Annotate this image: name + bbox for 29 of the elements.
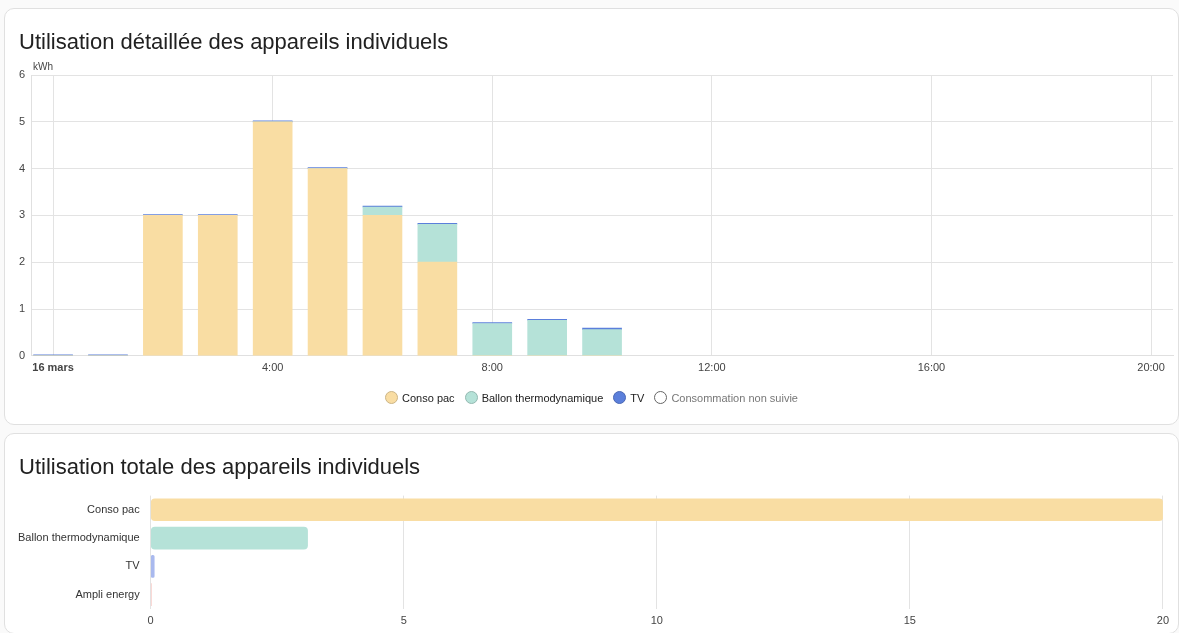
y-tick-label: Ampli energy [75, 587, 141, 600]
x-tick-label: 10 [650, 614, 663, 627]
x-tick-label: 12:00 [698, 361, 726, 374]
x-tick-label: 0 [147, 614, 154, 627]
y-tick-label: 4 [18, 161, 26, 174]
y-tick-label: 3 [18, 208, 26, 221]
legend-label: Consommation non suivie [671, 391, 798, 404]
x-tick-label: 20:00 [1137, 361, 1165, 374]
x-tick-label: 8:00 [481, 361, 503, 374]
legend-label: Ballon thermodynamique [481, 391, 604, 404]
legend-label: Conso pac [402, 391, 455, 404]
x-tick-label: 4:00 [261, 361, 284, 374]
x-tick-label: 20 [1156, 614, 1170, 627]
y-tick-label: 2 [18, 255, 26, 268]
y-tick-label: 1 [18, 302, 26, 315]
x-tick-label: 5 [400, 614, 407, 627]
y-axis-title: kWh [33, 61, 54, 72]
y-tick-label: 5 [18, 114, 26, 127]
x-tick-label: 16 mars [32, 361, 74, 374]
x-tick-label: 16:00 [917, 361, 946, 374]
chart-title: Utilisation détaillée des appareils individuels [19, 29, 449, 55]
legend-label: TV [630, 391, 645, 404]
y-tick-label: TV [125, 559, 141, 572]
y-tick-label: Conso pac [87, 502, 141, 515]
x-tick-label: 15 [903, 614, 916, 627]
chart-title: Utilisation totale des appareils individuels [19, 454, 421, 480]
y-tick-label: 0 [18, 348, 26, 361]
y-tick-label: Ballon thermodynamique [17, 531, 140, 544]
y-tick-label: 6 [18, 68, 26, 81]
